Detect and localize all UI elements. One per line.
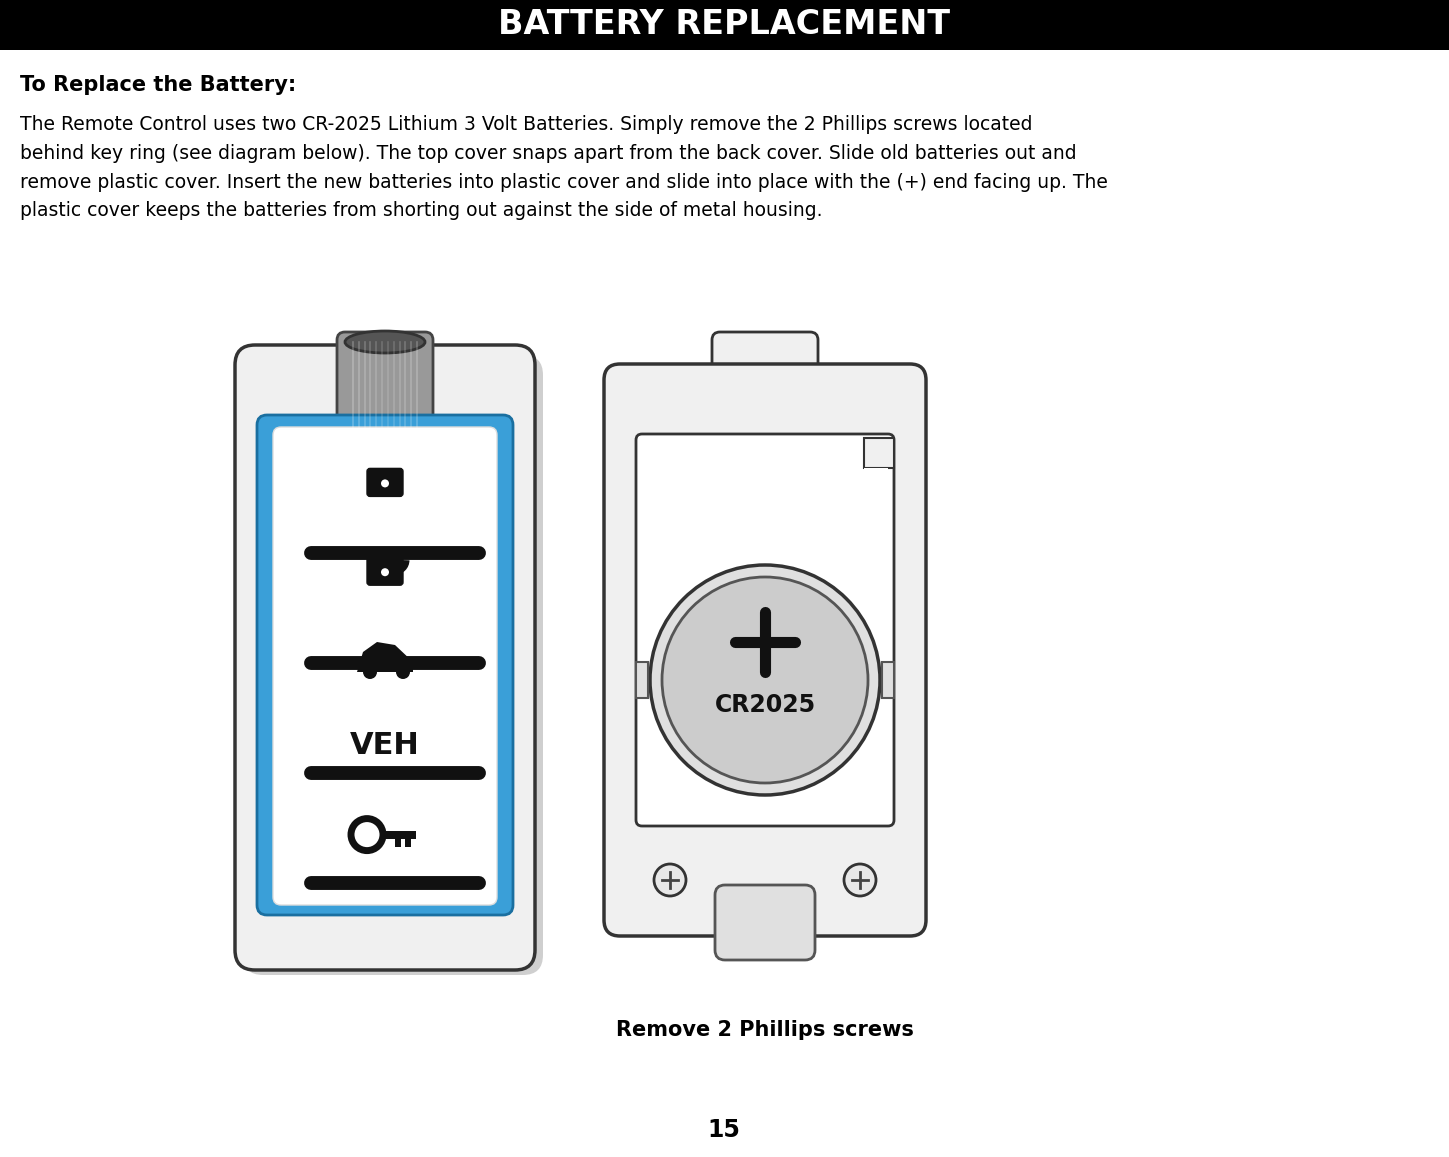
FancyBboxPatch shape xyxy=(711,332,819,428)
FancyBboxPatch shape xyxy=(714,885,814,960)
Bar xyxy=(406,839,412,847)
Circle shape xyxy=(364,665,377,679)
Circle shape xyxy=(381,568,388,576)
FancyBboxPatch shape xyxy=(604,364,926,936)
Bar xyxy=(381,831,416,839)
Bar xyxy=(864,467,888,474)
Bar xyxy=(0,0,1449,50)
Circle shape xyxy=(381,479,388,487)
FancyBboxPatch shape xyxy=(367,558,403,585)
Bar xyxy=(396,839,401,847)
Circle shape xyxy=(396,665,410,679)
Circle shape xyxy=(653,864,685,896)
Circle shape xyxy=(359,827,374,841)
Text: Remove 2 Phillips screws: Remove 2 Phillips screws xyxy=(616,1020,914,1040)
FancyBboxPatch shape xyxy=(636,434,894,826)
Circle shape xyxy=(843,864,877,896)
Polygon shape xyxy=(356,642,413,672)
FancyBboxPatch shape xyxy=(256,415,513,915)
Bar xyxy=(882,662,894,698)
FancyBboxPatch shape xyxy=(272,427,497,905)
FancyBboxPatch shape xyxy=(367,469,403,496)
Text: To Replace the Battery:: To Replace the Battery: xyxy=(20,75,296,95)
Text: BATTERY REPLACEMENT: BATTERY REPLACEMENT xyxy=(498,8,951,42)
FancyBboxPatch shape xyxy=(235,345,535,970)
Circle shape xyxy=(662,577,868,783)
Bar xyxy=(864,439,894,467)
Ellipse shape xyxy=(345,331,425,353)
Bar xyxy=(636,662,648,698)
Text: VEH: VEH xyxy=(351,731,420,760)
Text: CR2025: CR2025 xyxy=(714,693,816,717)
Text: The Remote Control uses two CR-2025 Lithium 3 Volt Batteries. Simply remove the : The Remote Control uses two CR-2025 Lith… xyxy=(20,115,1108,220)
FancyBboxPatch shape xyxy=(338,332,433,443)
Circle shape xyxy=(651,565,880,795)
FancyBboxPatch shape xyxy=(243,355,543,975)
Text: 15: 15 xyxy=(707,1118,740,1142)
